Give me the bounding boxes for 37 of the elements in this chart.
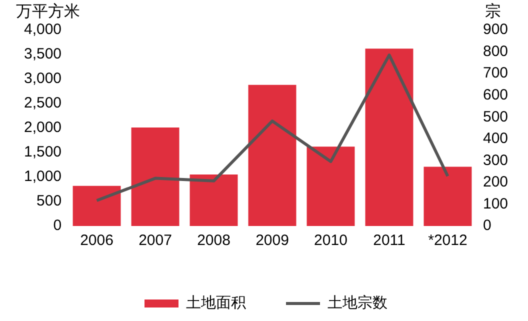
y2-axis-title: 宗 [484, 2, 501, 20]
y-tick-label: 3,500 [24, 46, 62, 63]
y2-tick-label: 800 [482, 42, 508, 60]
bar [248, 84, 296, 226]
x-tick-label: 2010 [314, 232, 348, 250]
y2-tick-label: 300 [482, 152, 508, 169]
y2-tick-label: 100 [482, 195, 508, 212]
y-tick-label: 4,000 [24, 21, 62, 38]
y-tick-label: 500 [36, 192, 62, 210]
bar [306, 146, 355, 226]
x-tick-label: *2012 [428, 232, 468, 250]
bar [424, 166, 472, 226]
y2-tick-label: 900 [482, 21, 508, 38]
legend-label: 土地宗数 [328, 294, 388, 312]
y-tick-label: 3,000 [24, 70, 62, 88]
x-tick-label: 2009 [256, 232, 289, 250]
bar [131, 128, 180, 226]
legend-label: 土地面积 [186, 294, 246, 312]
y2-tick-label: 500 [482, 108, 508, 126]
y-tick-label: 1,500 [24, 144, 62, 161]
y2-tick-label: 400 [482, 130, 508, 148]
x-tick-label: 2006 [80, 232, 114, 250]
y2-tick-label: 700 [482, 64, 508, 82]
y-tick-label: 0 [53, 217, 62, 234]
bar [190, 174, 238, 226]
x-tick-label: 2011 [373, 232, 406, 250]
x-tick-label: 2008 [197, 232, 230, 250]
y-axis-title: 万平方米 [16, 2, 80, 20]
bar [72, 186, 121, 226]
y-tick-label: 1,000 [24, 168, 62, 186]
bar [365, 48, 414, 226]
y2-tick-label: 0 [482, 217, 492, 234]
y2-tick-label: 200 [482, 174, 508, 191]
y-tick-label: 2,000 [24, 119, 62, 136]
y2-tick-label: 600 [482, 86, 508, 104]
x-tick-label: 2007 [138, 232, 172, 250]
y-tick-label: 2,500 [24, 94, 62, 112]
